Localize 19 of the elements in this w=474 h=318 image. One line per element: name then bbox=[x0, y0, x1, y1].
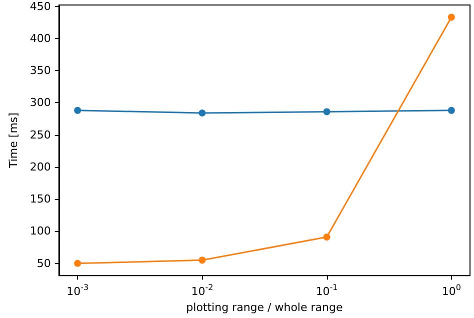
point bbox=[323, 108, 330, 116]
y-tick-label: 300 bbox=[30, 96, 51, 110]
y-tick-label: 350 bbox=[30, 64, 51, 78]
y-tick-label: 450 bbox=[30, 0, 51, 13]
point bbox=[198, 109, 206, 116]
point bbox=[448, 14, 455, 21]
point bbox=[74, 260, 82, 267]
x-axis-title: plotting range / whole range bbox=[186, 301, 343, 314]
y-tick-label: 400 bbox=[30, 32, 51, 45]
y-tick-label: 100 bbox=[30, 224, 51, 238]
y-tick-label: 150 bbox=[30, 192, 51, 206]
y-axis-title: Time [ms] bbox=[7, 112, 20, 170]
point bbox=[74, 106, 82, 114]
point bbox=[323, 234, 330, 241]
point bbox=[198, 256, 206, 264]
point bbox=[448, 106, 455, 114]
y-tick-label: 250 bbox=[30, 128, 51, 142]
y-tick-label: 50 bbox=[36, 256, 51, 270]
y-tick-label: 200 bbox=[30, 160, 51, 174]
